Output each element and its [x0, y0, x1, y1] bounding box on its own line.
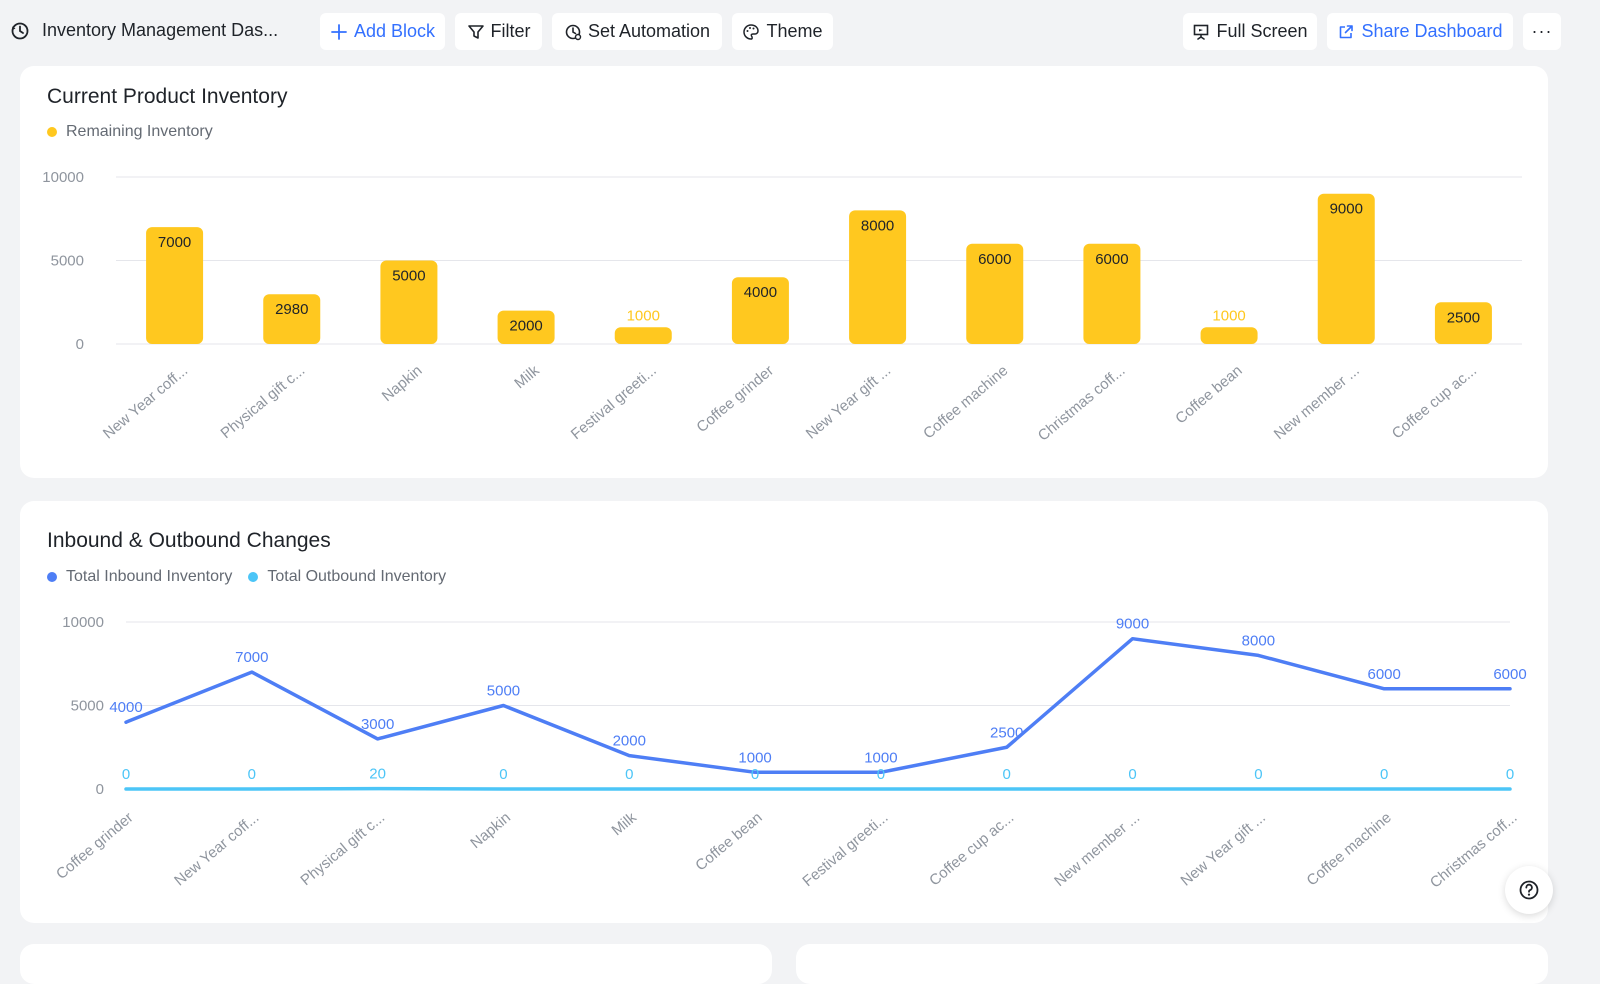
x-tick-label: Coffee grinder: [53, 809, 137, 883]
outbound-data-label: 0: [1003, 766, 1011, 783]
more-options-icon: ···: [1532, 21, 1553, 42]
x-tick-label: Physical gift c...: [218, 362, 309, 442]
palette-icon: [742, 23, 760, 41]
set-automation-label: Set Automation: [588, 21, 710, 42]
x-tick-label: Coffee grinder: [693, 362, 777, 436]
full-screen-button[interactable]: Full Screen: [1183, 13, 1317, 50]
set-automation-button[interactable]: Set Automation: [552, 13, 722, 50]
data-label: 1000: [627, 307, 660, 324]
data-label: 2980: [275, 301, 308, 318]
inbound-data-label: 2500: [990, 724, 1023, 741]
data-label: 2500: [1447, 309, 1480, 326]
x-tick-label: Physical gift c...: [297, 809, 388, 889]
inbound-data-label: 1000: [738, 749, 771, 766]
filter-button[interactable]: Filter: [455, 13, 542, 50]
y-tick-label: 5000: [51, 253, 84, 270]
x-tick-label: Milk: [608, 809, 640, 839]
dashboard-card-partial: [20, 944, 772, 984]
outbound-data-label: 0: [1380, 766, 1388, 783]
inbound-data-label: 5000: [487, 683, 520, 700]
current-inventory-card: Current Product Inventory Remaining Inve…: [20, 66, 1548, 478]
x-tick-label: Milk: [511, 362, 543, 392]
data-label: 1000: [1212, 307, 1245, 324]
add-block-label: Add Block: [354, 21, 435, 42]
data-label: 6000: [1095, 251, 1128, 268]
outbound-data-label: 0: [751, 766, 759, 783]
outbound-data-label: 0: [1506, 766, 1514, 783]
plus-icon: [330, 23, 348, 41]
dashboard-title-area: Inventory Management Das...: [10, 20, 278, 41]
x-tick-label: Festival greeti...: [568, 362, 660, 443]
add-block-button[interactable]: Add Block: [320, 13, 445, 50]
inbound-data-label: 6000: [1493, 666, 1526, 683]
x-tick-label: Christmas coff...: [1035, 362, 1129, 445]
x-tick-label: New member ...: [1271, 362, 1363, 443]
x-tick-label: New member ...: [1051, 809, 1143, 890]
history-icon[interactable]: [10, 21, 30, 41]
outbound-data-label: 0: [1254, 766, 1262, 783]
x-tick-label: Coffee machine: [1304, 809, 1395, 889]
outbound-data-label: 0: [499, 766, 507, 783]
bar: [1201, 327, 1258, 344]
bar: [615, 327, 672, 344]
x-tick-label: New Year coff...: [171, 809, 262, 889]
filter-label: Filter: [491, 21, 531, 42]
inbound-data-label: 6000: [1367, 666, 1400, 683]
data-label: 6000: [978, 251, 1011, 268]
inbound-data-label: 2000: [613, 733, 646, 750]
inventory-bar-chart: 0 5000 10000 7000 2980 5000 2000 1000 4000 8000 60…: [20, 66, 1548, 478]
data-label: 7000: [158, 234, 191, 251]
outbound-data-label: 0: [625, 766, 633, 783]
inbound-data-label: 4000: [109, 699, 142, 716]
data-label: 8000: [861, 217, 894, 234]
x-tick-label: Coffee cup ac...: [1389, 362, 1480, 442]
x-tick-label: Festival greeti...: [799, 809, 891, 890]
y-tick-label: 5000: [71, 698, 104, 715]
x-tick-label: Napkin: [467, 809, 514, 852]
outbound-data-label: 20: [369, 766, 386, 783]
x-tick-label: Coffee cup ac...: [926, 809, 1017, 889]
theme-label: Theme: [766, 21, 822, 42]
x-tick-label: New Year gift ...: [803, 362, 894, 443]
more-options-button[interactable]: ···: [1523, 13, 1561, 50]
dashboard-toolbar: Inventory Management Das... Add Block Fi…: [0, 0, 1600, 64]
y-tick-label: 10000: [62, 614, 104, 631]
x-tick-label: Coffee bean: [692, 809, 765, 874]
inbound-data-label: 3000: [361, 716, 394, 733]
share-dashboard-label: Share Dashboard: [1361, 21, 1502, 42]
presentation-icon: [1192, 23, 1210, 41]
data-label: 9000: [1330, 201, 1363, 218]
y-tick-label: 0: [96, 781, 104, 798]
x-tick-label: Coffee bean: [1172, 362, 1245, 427]
outbound-data-label: 0: [248, 766, 256, 783]
automation-icon: [564, 23, 582, 41]
x-tick-label: New Year gift ...: [1178, 809, 1269, 890]
help-button[interactable]: [1505, 866, 1553, 914]
share-dashboard-button[interactable]: Share Dashboard: [1327, 13, 1513, 50]
inbound-data-label: 8000: [1242, 632, 1275, 649]
data-label: 5000: [392, 268, 425, 285]
y-tick-label: 10000: [42, 169, 84, 186]
x-tick-label: New Year coff...: [100, 362, 191, 442]
help-icon: [1518, 879, 1540, 901]
dashboard-title: Inventory Management Das...: [42, 20, 278, 41]
inbound-data-label: 9000: [1116, 616, 1149, 633]
data-label: 4000: [744, 284, 777, 301]
inbound-outbound-card: Inbound & Outbound Changes Total Inbound…: [20, 501, 1548, 923]
outbound-data-label: 0: [1128, 766, 1136, 783]
theme-button[interactable]: Theme: [732, 13, 833, 50]
outbound-data-label: 0: [877, 766, 885, 783]
share-icon: [1337, 23, 1355, 41]
inbound-data-label: 7000: [235, 649, 268, 666]
dashboard-card-partial: [796, 944, 1548, 984]
x-tick-label: Napkin: [379, 362, 426, 405]
full-screen-label: Full Screen: [1216, 21, 1307, 42]
y-tick-label: 0: [76, 336, 84, 353]
outbound-data-label: 0: [122, 766, 130, 783]
filter-icon: [467, 23, 485, 41]
data-label: 2000: [509, 318, 542, 335]
inbound-data-label: 1000: [864, 749, 897, 766]
x-tick-label: Coffee machine: [920, 362, 1011, 442]
